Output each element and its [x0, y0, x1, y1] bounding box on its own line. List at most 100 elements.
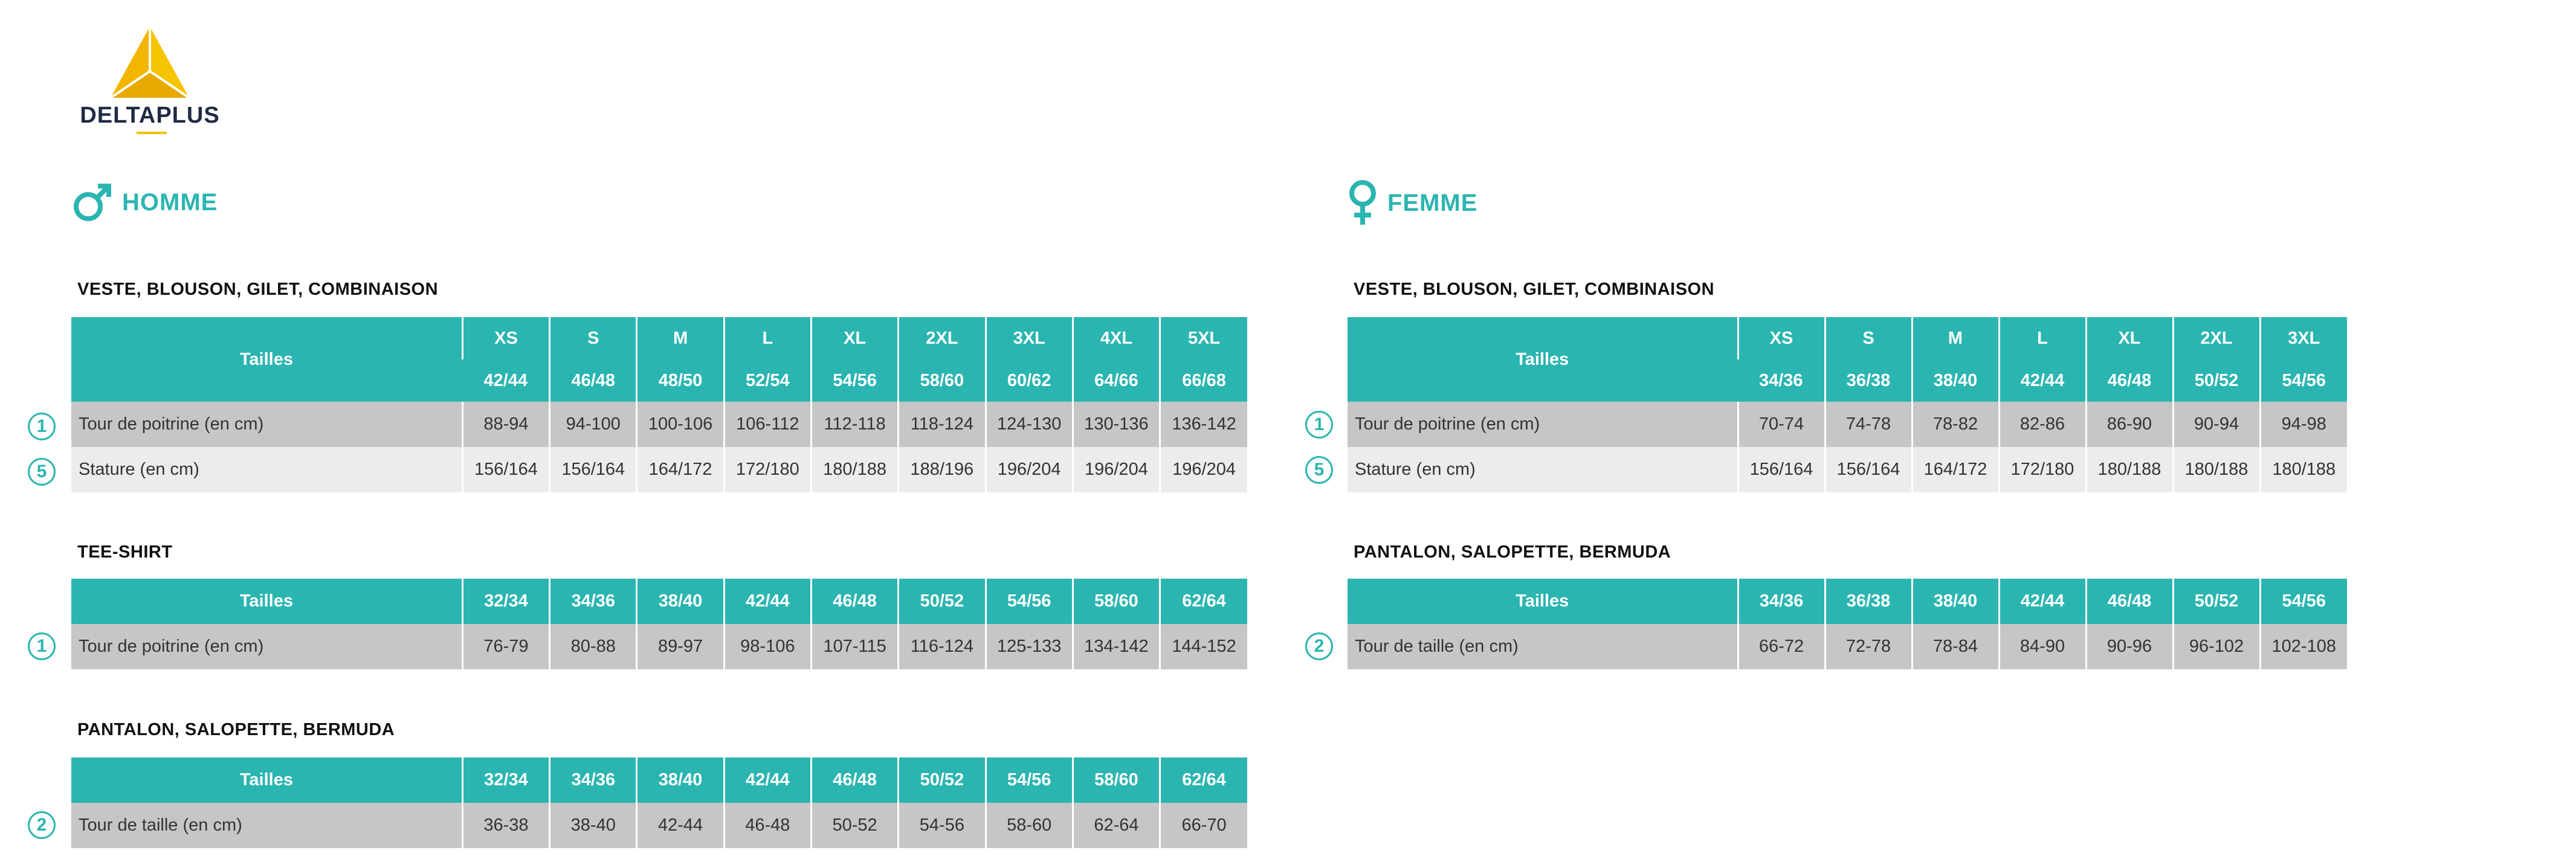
- table-cell: 94-98: [2259, 402, 2347, 447]
- table-cell: 124-130: [984, 402, 1073, 447]
- size-header: 62/64: [1159, 579, 1247, 624]
- measure-badge: 1: [28, 632, 56, 660]
- table-cell: 86-90: [2085, 402, 2173, 447]
- table-cell: 196/204: [984, 447, 1073, 492]
- size-header: M: [636, 317, 725, 359]
- table-cell: 188/196: [897, 447, 986, 492]
- femme-heading: FEMME: [1346, 179, 1477, 227]
- size-header: 42/44: [1998, 579, 2086, 624]
- size-header: 54/56: [984, 757, 1073, 803]
- size-header: XS: [461, 317, 550, 359]
- size-header: 50/52: [897, 579, 986, 624]
- table-cell: 36-38: [461, 803, 550, 848]
- table-cell: 88-94: [461, 402, 550, 447]
- size-header: 3XL: [984, 317, 1073, 359]
- eu-size-header: 36/38: [1824, 359, 1912, 402]
- size-header: S: [1824, 317, 1912, 359]
- size-header: 36/38: [1824, 579, 1912, 624]
- table-cell: 90-94: [2172, 402, 2260, 447]
- table-cell: 84-90: [1998, 624, 2086, 669]
- row-label: Tour de poitrine (en cm): [71, 624, 463, 669]
- table-cell: 94-100: [549, 402, 637, 447]
- table-cell: 112-118: [810, 402, 899, 447]
- measure-badge: 2: [1305, 632, 1333, 660]
- size-header: 32/34: [461, 757, 550, 803]
- eu-size-header: 34/36: [1738, 359, 1825, 402]
- eu-size-header: 46/48: [2085, 359, 2173, 402]
- table-cell: 136-142: [1159, 402, 1247, 447]
- row-label: Tour de poitrine (en cm): [71, 402, 463, 447]
- table-cell: 118-124: [897, 402, 986, 447]
- homme-tee-table: Tailles 32/34 34/36 38/40 42/44 46/48 50…: [71, 579, 1247, 669]
- table-cell: 82-86: [1998, 402, 2086, 447]
- size-header: XL: [810, 317, 899, 359]
- size-header: 34/36: [1737, 579, 1825, 624]
- femme-veste-title: VESTE, BLOUSON, GILET, COMBINAISON: [1354, 280, 1715, 299]
- deltaplus-triangle-icon: [109, 27, 190, 99]
- table-cell: 74-78: [1824, 402, 1912, 447]
- table-cell: 180/188: [2172, 447, 2260, 492]
- eu-size-header: 54/56: [810, 359, 899, 402]
- table-row: Tour de taille (en cm) 36-38 38-40 42-44…: [71, 803, 1247, 848]
- homme-pantalon-table: Tailles 32/34 34/36 38/40 42/44 46/48 50…: [71, 757, 1247, 848]
- homme-label: HOMME: [122, 188, 218, 216]
- tailles-header: Tailles: [71, 579, 463, 624]
- table-cell: 62-64: [1071, 803, 1160, 848]
- size-header: 34/36: [549, 757, 637, 803]
- size-header: 62/64: [1159, 757, 1247, 803]
- brand-name: DELTAPLUS: [80, 103, 220, 128]
- size-header: 32/34: [461, 579, 550, 624]
- table-cell: 172/180: [1998, 447, 2086, 492]
- eu-size-header: 54/56: [2259, 359, 2347, 402]
- table-cell: 78-82: [1911, 402, 1999, 447]
- table-cell: 116-124: [897, 624, 986, 669]
- tailles-header: Tailles: [71, 317, 463, 402]
- size-header: 46/48: [810, 757, 899, 803]
- row-label: Stature (en cm): [1348, 447, 1738, 492]
- male-symbol-icon: [74, 184, 111, 221]
- femme-pantalon-title: PANTALON, SALOPETTE, BERMUDA: [1354, 542, 1671, 562]
- table-cell: 134-142: [1071, 624, 1160, 669]
- table-cell: 196/204: [1159, 447, 1247, 492]
- table-cell: 102-108: [2259, 624, 2347, 669]
- eu-size-header: 42/44: [1998, 359, 2086, 402]
- measure-badge: 2: [28, 811, 56, 839]
- size-header: 54/56: [2259, 579, 2347, 624]
- table-cell: 78-84: [1911, 624, 1999, 669]
- table-cell: 172/180: [723, 447, 812, 492]
- tailles-header: Tailles: [1348, 579, 1738, 624]
- size-header: 58/60: [1071, 579, 1160, 624]
- tailles-header: Tailles: [71, 757, 463, 803]
- table-cell: 38-40: [549, 803, 637, 848]
- eu-size-header: 38/40: [1911, 359, 1999, 402]
- size-header: 4XL: [1071, 317, 1160, 359]
- table-cell: 98-106: [723, 624, 812, 669]
- table-cell: 66-72: [1737, 624, 1825, 669]
- measure-badge: 5: [28, 458, 56, 486]
- row-label: Tour de taille (en cm): [71, 803, 463, 848]
- table-cell: 50-52: [810, 803, 899, 848]
- table-cell: 196/204: [1071, 447, 1160, 492]
- size-header: 2XL: [2172, 317, 2260, 359]
- table-cell: 164/172: [636, 447, 725, 492]
- table-cell: 72-78: [1824, 624, 1912, 669]
- table-cell: 58-60: [984, 803, 1073, 848]
- table-cell: 180/188: [810, 447, 899, 492]
- eu-size-header: 52/54: [723, 359, 812, 402]
- table-row: Tour de poitrine (en cm) 70-74 74-78 78-…: [1348, 402, 2347, 447]
- femme-pantalon-table: Tailles 34/36 36/38 38/40 42/44 46/48 50…: [1348, 579, 2347, 669]
- size-header: 46/48: [810, 579, 899, 624]
- eu-size-header: 50/52: [2172, 359, 2260, 402]
- eu-size-header: 48/50: [636, 359, 725, 402]
- table-cell: 144-152: [1159, 624, 1247, 669]
- tailles-header: Tailles: [1348, 317, 1738, 402]
- measure-badge: 1: [1305, 411, 1333, 439]
- table-cell: 130-136: [1071, 402, 1160, 447]
- size-header: L: [1998, 317, 2086, 359]
- measure-badge: 1: [28, 413, 56, 440]
- table-cell: 46-48: [723, 803, 812, 848]
- size-header: 54/56: [984, 579, 1073, 624]
- table-cell: 96-102: [2172, 624, 2260, 669]
- homme-heading: HOMME: [71, 181, 218, 223]
- size-header: 50/52: [2172, 579, 2260, 624]
